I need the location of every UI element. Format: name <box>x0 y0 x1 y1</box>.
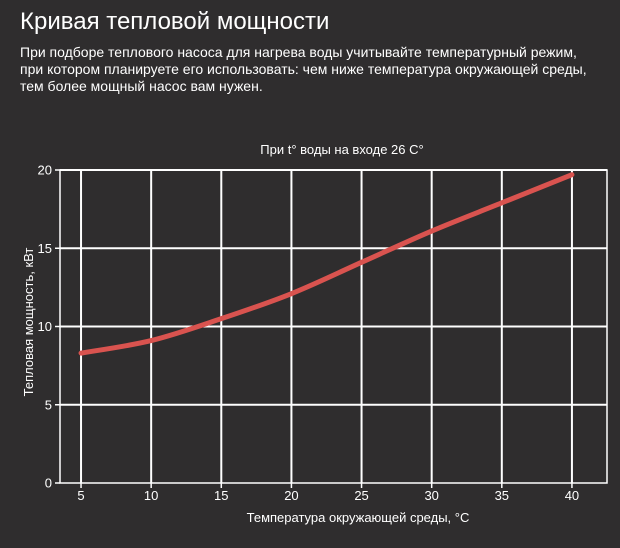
plot-frame <box>59 169 608 484</box>
chart-tick-labels: 5 10 15 20 25 30 35 40 0 5 10 15 20 <box>38 163 580 504</box>
x-tick-label: 40 <box>565 488 579 503</box>
y-tick-label: 15 <box>38 241 52 256</box>
y-tick-label: 20 <box>38 163 52 178</box>
x-tick-label: 25 <box>354 488 368 503</box>
x-axis-label: Температура окружающей среды, °С <box>247 510 470 525</box>
chart-axes <box>55 169 608 488</box>
chart-title: При t° воды на входе 26 С° <box>260 142 423 157</box>
intro-text: При подборе теплового насоса для нагрева… <box>20 44 610 95</box>
y-tick-label: 5 <box>45 397 52 412</box>
intro-line-1: При подборе теплового насоса для нагрева… <box>20 44 577 60</box>
x-tick-label: 30 <box>424 488 438 503</box>
y-axis-label: Тепловая мощность, кВт <box>21 248 36 397</box>
x-tick-label: 5 <box>77 488 84 503</box>
x-tick-label: 10 <box>144 488 158 503</box>
chart-grid <box>60 169 607 483</box>
x-tick-label: 20 <box>284 488 298 503</box>
page-title: Кривая тепловой мощности <box>20 8 330 35</box>
heat-output-line <box>78 172 575 356</box>
x-tick-label: 35 <box>495 488 509 503</box>
x-tick-label: 15 <box>214 488 228 503</box>
intro-line-3: тем более мощный насос вам нужен. <box>20 78 263 94</box>
chart-series <box>78 172 575 356</box>
y-tick-label: 0 <box>45 476 52 491</box>
y-tick-label: 10 <box>38 319 52 334</box>
intro-line-2: при котором планируете его использовать:… <box>20 61 587 77</box>
